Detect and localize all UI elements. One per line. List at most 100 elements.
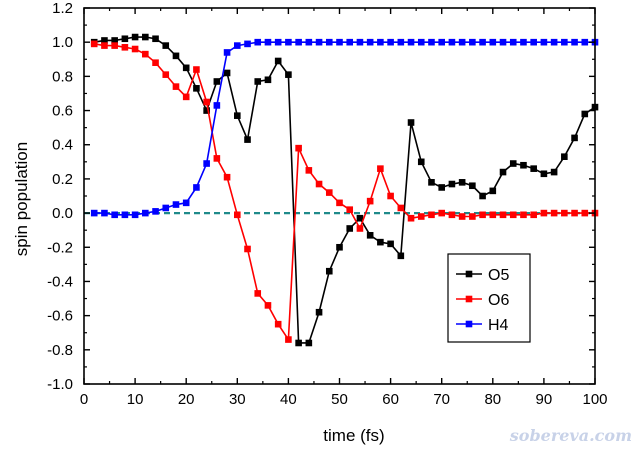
data-point-o5: [499, 168, 507, 176]
data-point-h4: [366, 38, 374, 46]
data-point-o6: [193, 66, 200, 73]
data-point-o5: [274, 57, 282, 65]
data-point-o6: [397, 204, 405, 212]
data-point-o6: [356, 225, 364, 232]
data-point-h4: [295, 38, 302, 46]
data-point-h4: [172, 201, 180, 208]
data-point-h4: [193, 184, 200, 191]
y-tick-label: 1.2: [52, 0, 73, 17]
y-tick-label: 0.6: [52, 103, 73, 120]
data-point-o6: [121, 44, 129, 51]
x-tick-label: 30: [229, 391, 246, 408]
data-point-h4: [540, 38, 548, 46]
data-point-o5: [387, 240, 394, 248]
x-tick-label: 100: [582, 391, 607, 408]
data-point-o5: [203, 107, 210, 114]
data-point-o6: [479, 211, 486, 219]
legend-box: [447, 253, 531, 343]
series-o6: [90, 40, 599, 343]
data-point-h4: [387, 38, 394, 46]
data-point-o6: [417, 213, 425, 220]
data-point-o5: [407, 119, 415, 126]
data-point-o6: [540, 209, 548, 217]
data-point-h4: [315, 38, 323, 46]
data-point-h4: [234, 42, 241, 49]
axes-layer: 0 10 20 30 40 50 60 70 80 90 100 -1.0 -0.8 -0.6 -0.4 -0…: [47, 0, 607, 408]
data-point-h4: [428, 38, 435, 46]
data-point-h4: [397, 38, 405, 46]
legend-label-h4: H4: [488, 317, 509, 334]
data-point-h4: [581, 38, 589, 46]
legend[interactable]: O5 O6 H4: [447, 253, 531, 343]
data-point-h4: [509, 38, 517, 46]
data-point-o5: [417, 158, 425, 166]
data-point-h4: [101, 209, 108, 217]
data-point-o5: [295, 339, 302, 347]
series-layer: [90, 33, 599, 347]
data-point-o6: [499, 211, 507, 219]
data-point-o5: [264, 76, 272, 84]
data-point-o6: [172, 83, 180, 90]
data-point-h4: [346, 38, 354, 46]
data-point-o6: [152, 59, 159, 66]
legend-item-o6[interactable]: O6: [456, 292, 509, 309]
x-axis-label: time (fs): [323, 426, 384, 445]
data-point-o5: [101, 37, 108, 44]
data-point-o5: [111, 37, 118, 44]
legend-item-o5[interactable]: O5: [456, 267, 509, 284]
data-point-o5: [520, 161, 527, 169]
legend-item-h4[interactable]: H4: [456, 317, 509, 334]
data-point-o5: [438, 184, 445, 191]
data-point-h4: [550, 38, 558, 46]
legend-marker-h4: [465, 320, 473, 328]
data-point-o6: [346, 206, 354, 213]
data-point-o5: [315, 308, 323, 316]
data-point-o5: [428, 179, 435, 186]
data-point-o6: [428, 211, 435, 219]
data-point-o6: [336, 199, 343, 207]
legend-marker-o6: [465, 295, 473, 303]
data-point-o5: [193, 85, 200, 92]
data-point-o5: [530, 165, 537, 172]
x-tick-label: 0: [80, 391, 88, 408]
data-point-h4: [254, 38, 262, 46]
y-tick-label: -0.2: [47, 239, 73, 256]
data-point-o6: [274, 320, 282, 328]
data-point-o6: [366, 197, 374, 205]
y-tick-label: -1.0: [47, 376, 73, 393]
x-tick-label: 80: [484, 391, 501, 408]
x-tick-label: 20: [178, 391, 195, 408]
data-point-o6: [182, 93, 190, 101]
data-point-o6: [448, 211, 456, 219]
legend-label-o6: O6: [488, 292, 509, 309]
watermark: sobereva.com: [509, 426, 632, 445]
y-tick-label: 1.0: [52, 34, 73, 51]
x-tick-label: 40: [280, 391, 297, 408]
data-point-o5: [448, 180, 456, 188]
y-tick-label: -0.6: [47, 308, 73, 325]
data-point-o5: [489, 187, 497, 195]
data-point-o5: [305, 339, 313, 347]
data-point-o6: [489, 211, 497, 219]
series-o5: [90, 33, 599, 347]
data-point-o6: [530, 211, 537, 219]
data-point-o6: [315, 180, 323, 188]
data-point-o6: [305, 167, 313, 174]
data-point-h4: [111, 211, 118, 219]
y-tick-label: -0.4: [47, 273, 73, 290]
data-point-h4: [479, 38, 486, 46]
data-point-h4: [223, 49, 231, 56]
x-tick-label: 70: [433, 391, 450, 408]
data-point-o6: [520, 211, 527, 219]
data-point-o6: [264, 302, 272, 309]
data-point-o6: [131, 45, 139, 53]
data-point-h4: [377, 38, 384, 46]
data-point-o5: [213, 78, 221, 85]
data-point-o6: [407, 214, 415, 222]
data-point-o5: [479, 192, 486, 200]
y-tick-label: 0.2: [52, 171, 73, 188]
x-tick-label: 90: [536, 391, 553, 408]
data-point-o6: [377, 165, 384, 172]
data-point-h4: [244, 40, 251, 48]
